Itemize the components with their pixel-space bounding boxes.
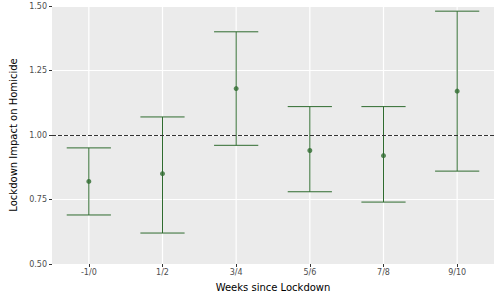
svg-text:7/8: 7/8: [377, 268, 390, 277]
svg-text:0.75: 0.75: [29, 195, 47, 204]
svg-text:1.25: 1.25: [29, 66, 47, 75]
svg-text:1.00: 1.00: [29, 131, 47, 140]
svg-text:Lockdown Impact on Homicide: Lockdown Impact on Homicide: [8, 58, 19, 211]
svg-text:1/2: 1/2: [156, 268, 169, 277]
svg-text:9/10: 9/10: [448, 268, 466, 277]
svg-text:1.50: 1.50: [29, 2, 47, 11]
svg-text:Weeks since Lockdown: Weeks since Lockdown: [216, 282, 331, 293]
svg-text:5/6: 5/6: [303, 268, 316, 277]
svg-text:3/4: 3/4: [230, 268, 243, 277]
svg-text:0.50: 0.50: [29, 260, 47, 269]
svg-text:-1/0: -1/0: [81, 268, 97, 277]
